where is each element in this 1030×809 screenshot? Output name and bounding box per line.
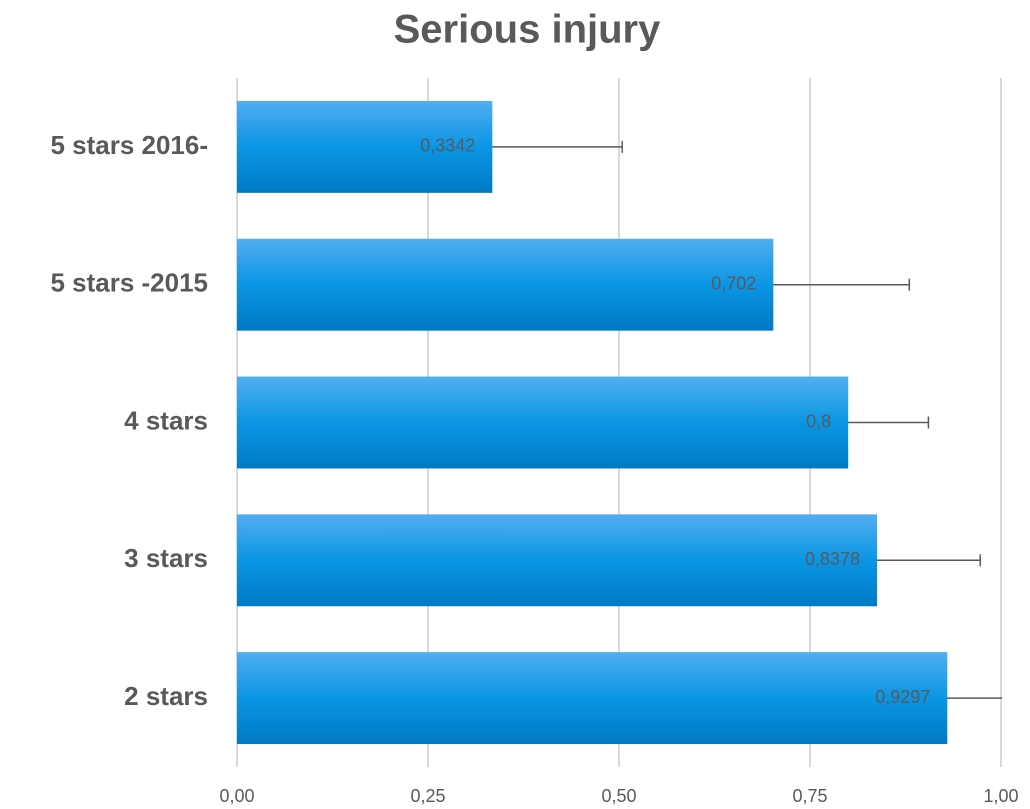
bar	[237, 100, 493, 193]
y-tick-label: 2 stars	[124, 681, 208, 711]
value-label: 0,9297	[875, 687, 930, 707]
x-tick-label: 0,75	[792, 786, 827, 806]
x-tick-label: 1,00	[983, 786, 1018, 806]
value-label: 0,702	[711, 273, 756, 293]
x-tick-label: 0,50	[601, 786, 636, 806]
bar	[237, 652, 948, 745]
chart-title: Serious injury	[394, 8, 661, 52]
bar	[237, 238, 774, 331]
x-tick-label: 0,00	[219, 786, 254, 806]
value-label: 0,3342	[420, 136, 475, 156]
bar	[237, 514, 878, 607]
y-tick-label: 3 stars	[124, 543, 208, 573]
value-label: 0,8378	[805, 549, 860, 569]
x-tick-label: 0,25	[410, 786, 445, 806]
y-tick-label: 5 stars -2015	[50, 268, 208, 298]
bar	[237, 376, 849, 469]
value-label: 0,8	[806, 411, 831, 431]
y-tick-label: 4 stars	[124, 405, 208, 435]
y-tick-label: 5 stars 2016-	[50, 130, 208, 160]
